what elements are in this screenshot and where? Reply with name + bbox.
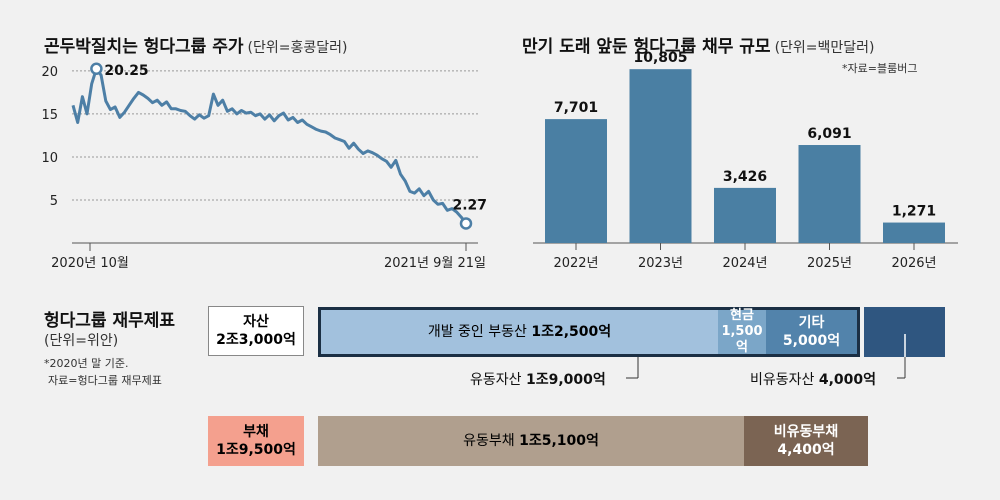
- last-point-marker: [459, 217, 473, 230]
- line-chart-title: 곤두박질치는 헝다그룹 주가 (단위=홍콩달러): [44, 32, 347, 57]
- noncurrent-assets-amount: 4,000억: [818, 372, 877, 388]
- x-tick-label: 2021년 9월 21일: [384, 256, 486, 271]
- current-assets-amount: 1조9,000억: [525, 372, 606, 388]
- x-tick-label: 2025년: [807, 256, 852, 271]
- line-chart-title-text: 곤두박질치는 헝다그룹 주가: [44, 37, 244, 57]
- assets-label: 자산: [243, 314, 269, 330]
- max-point-marker: [90, 62, 103, 76]
- liability-current-name: 유동부채: [463, 433, 515, 449]
- bar-value-label: 6,091: [807, 126, 851, 142]
- bar: [629, 69, 692, 243]
- line-chart-unit: (단위=홍콩달러): [247, 40, 348, 56]
- max-point-label: 20.25: [104, 63, 148, 79]
- asset-developing-property-amount: 1조2,500억: [531, 324, 612, 340]
- bar-value-label: 7,701: [554, 100, 598, 116]
- x-tick-label: 2023년: [638, 256, 683, 271]
- x-tick-label: 2020년 10월: [51, 256, 129, 271]
- liability-noncurrent-amount: 4,400억: [777, 442, 835, 458]
- balance-sheet-unit: (단위=위안): [44, 333, 119, 349]
- x-tick-label: 2024년: [722, 256, 767, 271]
- asset-segment-developing-property: 개발 중인 부동산 1조2,500억: [318, 307, 718, 357]
- asset-cash-amount: 1,500억: [721, 324, 763, 355]
- bar: [883, 222, 945, 243]
- asset-other-amount: 5,000억: [782, 333, 841, 349]
- liability-current-amount: 1조5,100억: [519, 433, 599, 449]
- y-tick-label: 10: [41, 151, 58, 166]
- assets-total: 2조3,000억: [216, 332, 296, 348]
- x-tick-label: 2022년: [553, 256, 598, 271]
- balance-sheet-note-basis: *2020년 말 기준.: [44, 357, 129, 370]
- bar: [545, 119, 607, 243]
- noncurrent-assets-label: 비유동자산 4,000억: [750, 369, 876, 389]
- y-tick-label: 5: [50, 194, 58, 209]
- debt-maturity-bar-chart: 7,701 2022년 10,805 2023년 3,426 2024년 6,091 2025…: [533, 50, 958, 271]
- balance-sheet-note: *2020년 말 기준. 자료=헝다그룹 재무제표: [44, 355, 162, 389]
- bar-chart-source: *자료=블룸버그: [842, 62, 918, 75]
- y-tick-label: 15: [41, 108, 58, 123]
- assets-label-box: 자산 2조3,000억: [208, 306, 304, 356]
- asset-segment-cash: 현금 1,500억: [718, 307, 766, 357]
- bar-chart-unit: (단위=백만달러): [774, 40, 875, 56]
- liabilities-total: 1조9,500억: [216, 442, 296, 458]
- bar-value-label: 1,271: [892, 204, 936, 220]
- liability-noncurrent-name: 비유동부채: [773, 424, 839, 440]
- last-point-label: 2.27: [452, 197, 487, 213]
- balance-sheet-title: 헝다그룹 재무제표: [44, 311, 176, 331]
- bar: [714, 187, 776, 243]
- bar-value-label: 3,426: [723, 169, 767, 185]
- stock-price-line-chart: 5 10 15 20 2020년 10월 2021년 9월 21일 20.25 2.27: [41, 62, 487, 271]
- bar-value-label: 10,805: [633, 50, 687, 66]
- liability-segment-noncurrent: 비유동부채 4,400억: [744, 416, 868, 466]
- price-line: [71, 67, 468, 225]
- asset-cash-name: 현금: [730, 308, 754, 323]
- liability-segment-current: 유동부채 1조5,100억: [318, 416, 744, 466]
- y-tick-label: 20: [41, 65, 58, 80]
- bar-chart-title: 만기 도래 앞둔 헝다그룹 채무 규모 (단위=백만달러): [522, 32, 875, 57]
- asset-segment-other: 기타 5,000억: [766, 307, 860, 357]
- liabilities-label: 부채: [243, 424, 269, 440]
- bar: [798, 145, 861, 243]
- bar-chart-title-text: 만기 도래 앞둔 헝다그룹 채무 규모: [522, 37, 771, 57]
- noncurrent-assets-name: 비유동자산: [750, 372, 815, 388]
- current-assets-name: 유동자산: [470, 372, 522, 388]
- liabilities-label-box: 부채 1조9,500억: [208, 416, 304, 466]
- x-tick-label: 2026년: [891, 256, 936, 271]
- balance-sheet-note-source: 자료=헝다그룹 재무제표: [48, 374, 162, 387]
- asset-other-name: 기타: [798, 315, 825, 331]
- asset-developing-property-name: 개발 중인 부동산: [427, 324, 527, 340]
- current-assets-label: 유동자산 1조9,000억: [470, 369, 606, 389]
